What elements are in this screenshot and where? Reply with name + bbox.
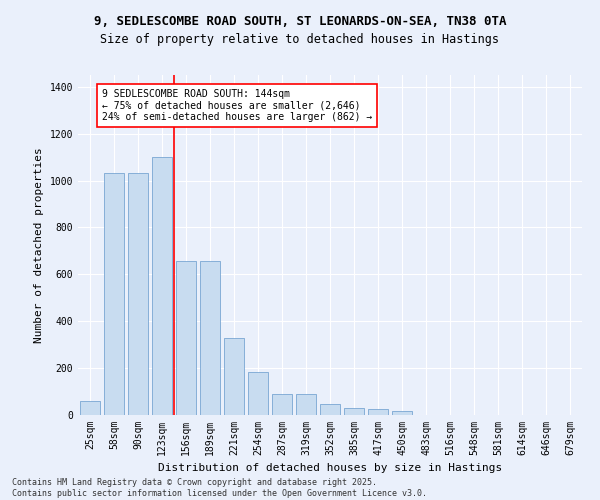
X-axis label: Distribution of detached houses by size in Hastings: Distribution of detached houses by size … — [158, 464, 502, 473]
Text: Contains HM Land Registry data © Crown copyright and database right 2025.
Contai: Contains HM Land Registry data © Crown c… — [12, 478, 427, 498]
Bar — [104, 174, 124, 415]
Bar — [80, 401, 100, 415]
Bar — [152, 157, 172, 415]
Bar — [128, 174, 148, 415]
Text: Size of property relative to detached houses in Hastings: Size of property relative to detached ho… — [101, 32, 499, 46]
Bar — [392, 412, 412, 415]
Y-axis label: Number of detached properties: Number of detached properties — [34, 147, 44, 343]
Bar — [320, 404, 340, 415]
Bar — [368, 409, 388, 415]
Bar — [296, 394, 316, 415]
Bar — [176, 262, 196, 415]
Bar — [272, 394, 292, 415]
Bar — [248, 372, 268, 415]
Bar — [344, 408, 364, 415]
Text: 9, SEDLESCOMBE ROAD SOUTH, ST LEONARDS-ON-SEA, TN38 0TA: 9, SEDLESCOMBE ROAD SOUTH, ST LEONARDS-O… — [94, 15, 506, 28]
Bar — [200, 262, 220, 415]
Text: 9 SEDLESCOMBE ROAD SOUTH: 144sqm
← 75% of detached houses are smaller (2,646)
24: 9 SEDLESCOMBE ROAD SOUTH: 144sqm ← 75% o… — [102, 89, 372, 122]
Bar — [224, 338, 244, 415]
